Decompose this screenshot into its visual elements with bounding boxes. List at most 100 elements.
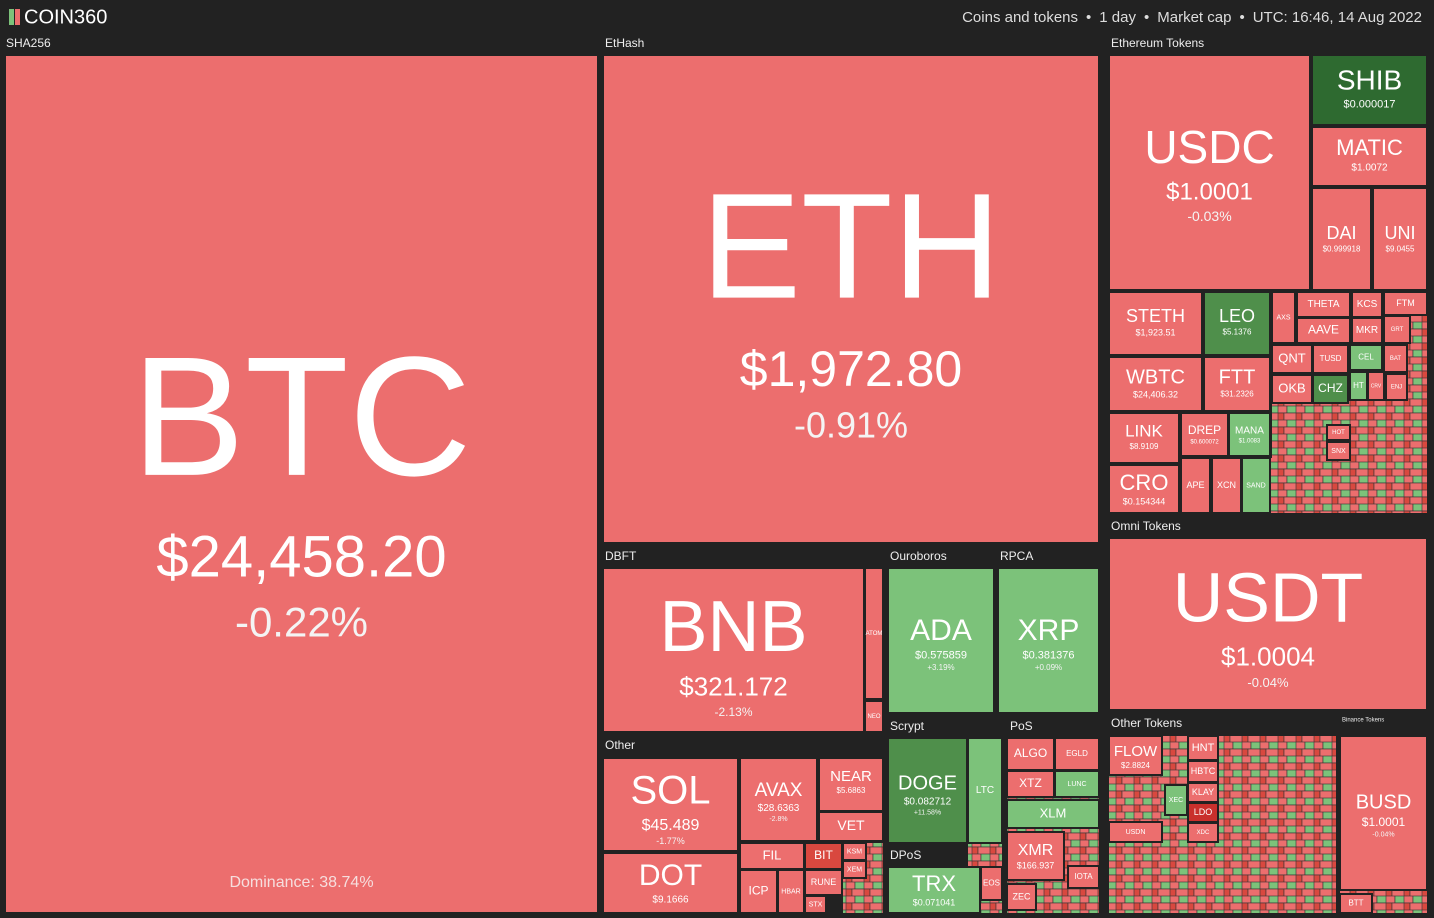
coin-tile[interactable] (1006, 831, 1065, 881)
coin-change: -0.04% (1247, 675, 1289, 690)
coin-tile[interactable] (602, 757, 739, 852)
coin-tile[interactable] (997, 567, 1100, 714)
coin-tile[interactable] (1312, 344, 1349, 374)
filter[interactable]: Market cap (1157, 9, 1231, 26)
coin-tile[interactable] (887, 737, 968, 844)
coin-price: $5.1376 (1223, 328, 1252, 337)
coin-symbol: EOS (983, 879, 1000, 888)
coin-tile[interactable] (1311, 126, 1428, 187)
coin-tile[interactable] (1271, 291, 1296, 344)
coin-tile[interactable] (1108, 356, 1203, 412)
coin-tile[interactable] (1311, 187, 1372, 291)
coin-tile[interactable] (818, 811, 884, 842)
coin-tile[interactable] (1311, 54, 1428, 126)
coin-tile[interactable] (602, 567, 865, 733)
coin-tile[interactable] (1203, 356, 1271, 412)
coin-tile[interactable] (1351, 317, 1383, 344)
coin-symbol: HBAR (781, 888, 800, 895)
coin-tile[interactable] (1349, 344, 1383, 371)
coin-tile[interactable] (739, 869, 778, 914)
coin-symbol: ICP (748, 884, 768, 898)
filter-bar[interactable]: Coins and tokens • 1 day • Market cap • UTC: 1… (962, 9, 1422, 26)
coin-price: $1.0004 (1221, 642, 1315, 672)
coin-tile[interactable] (739, 757, 818, 842)
coin-tile[interactable] (1326, 424, 1351, 441)
coin-tile[interactable] (1339, 893, 1373, 914)
coin-tile[interactable] (1351, 291, 1383, 318)
coin-price: $45.489 (642, 817, 700, 834)
coin-tile[interactable] (1296, 317, 1351, 344)
coin-tile[interactable] (602, 852, 739, 914)
coin-tile[interactable] (1241, 457, 1271, 514)
coin-tile[interactable] (1203, 291, 1271, 356)
coin-tile[interactable] (887, 866, 981, 914)
coin-symbol: AXS (1276, 314, 1290, 321)
coin-tile[interactable] (1164, 784, 1188, 816)
coin-tile[interactable] (1108, 821, 1163, 843)
coin-tile[interactable] (1054, 770, 1100, 798)
dominance: Dominance: 38.74% (229, 874, 373, 891)
coin-tile[interactable] (864, 567, 884, 700)
coin-tile[interactable] (1228, 412, 1271, 457)
coin-symbol: SNX (1331, 448, 1346, 455)
coin-tile[interactable] (1187, 822, 1219, 843)
coin-price: $0.381376 (1023, 650, 1075, 662)
coin-tile[interactable] (1054, 737, 1100, 771)
coin-tile[interactable] (1187, 735, 1219, 761)
coin-tile[interactable] (1180, 457, 1211, 514)
coin-tile[interactable] (1383, 344, 1408, 373)
coin-tile[interactable] (980, 866, 1003, 901)
coin-tile[interactable] (804, 895, 827, 914)
coin-tile[interactable] (1180, 412, 1229, 457)
coin-symbol: ATOM (866, 631, 883, 637)
coin-price: $8.9109 (1130, 442, 1159, 451)
coin-tile[interactable] (1108, 464, 1180, 514)
coin-symbol: XEM (847, 866, 862, 873)
filter[interactable]: UTC: 16:46, 14 Aug 2022 (1253, 9, 1422, 26)
coin-tile[interactable] (1108, 735, 1163, 776)
coin-tile[interactable] (1367, 371, 1385, 401)
coin-tile[interactable] (864, 700, 884, 733)
group-label: Ethereum Tokens (1111, 36, 1204, 50)
coin-tile[interactable] (4, 54, 599, 914)
coin-tile[interactable] (1211, 457, 1242, 514)
coin-tile[interactable] (1383, 315, 1411, 344)
coin-change: -0.91% (794, 405, 908, 446)
coin-tile[interactable] (1372, 187, 1428, 291)
coin-tile[interactable] (1067, 865, 1100, 889)
coin-symbol: DREP (1188, 423, 1221, 437)
coin-tile[interactable] (1312, 374, 1349, 404)
coin-symbol: XRP (1018, 614, 1080, 647)
coin-symbol: STETH (1126, 306, 1185, 326)
separator: • (1086, 9, 1091, 26)
coin-tile[interactable] (1006, 883, 1037, 911)
coin-symbol: APE (1186, 480, 1204, 490)
coin-price: $0.000017 (1344, 99, 1396, 111)
coin-tile[interactable] (602, 54, 1100, 544)
coin-tile[interactable] (967, 737, 1003, 844)
coin-tile[interactable] (818, 757, 884, 812)
coin-tile[interactable] (887, 567, 995, 714)
coin-symbol: CRV (1371, 383, 1382, 389)
coin-tile[interactable] (1339, 735, 1428, 891)
coin-symbol: LTC (976, 785, 994, 796)
coin-tile[interactable] (1108, 537, 1428, 711)
coin-tile[interactable] (1108, 54, 1311, 291)
coin-tile[interactable] (1108, 412, 1180, 464)
coin-tile[interactable] (1006, 799, 1100, 829)
coin-price: $166.937 (1017, 861, 1055, 871)
coin-symbol: XTZ (1019, 776, 1042, 790)
filter[interactable]: 1 day (1099, 9, 1136, 26)
coin-change: -0.22% (235, 599, 368, 646)
coin-tile[interactable] (1385, 373, 1408, 401)
filter[interactable]: Coins and tokens (962, 9, 1078, 26)
group-label: RPCA (1000, 549, 1033, 563)
logo[interactable]: COIN360 (24, 6, 107, 28)
coin-symbol: XCN (1217, 480, 1236, 490)
coin-price: $1,923.51 (1135, 328, 1175, 338)
coin-tile[interactable] (1326, 441, 1351, 461)
coin-price: $0.154344 (1123, 497, 1166, 507)
coin-tile[interactable] (1108, 291, 1203, 356)
coin-price: $0.575859 (915, 650, 967, 662)
coin-tile[interactable] (1271, 344, 1313, 374)
